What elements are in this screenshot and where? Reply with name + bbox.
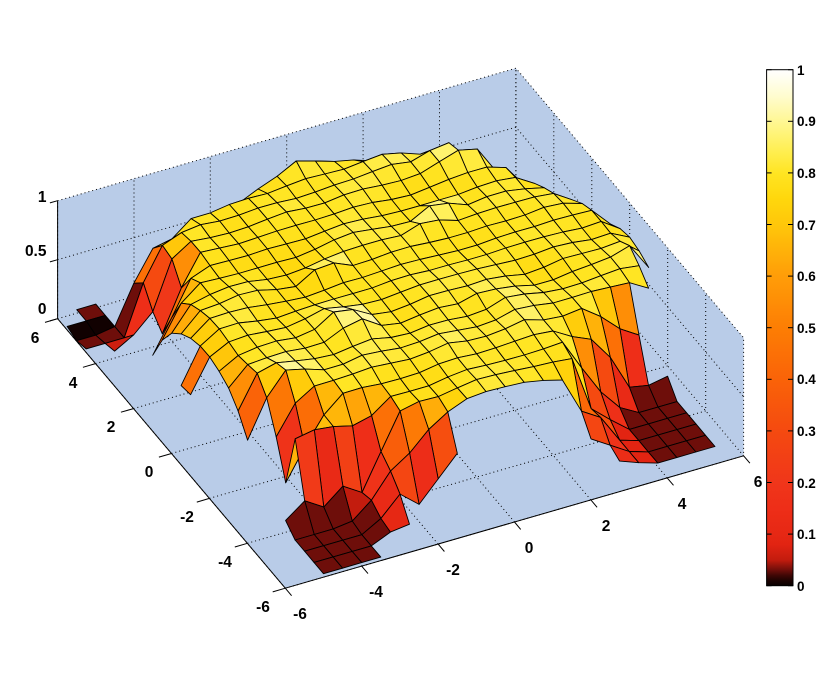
svg-text:1: 1	[38, 189, 47, 206]
svg-text:-2: -2	[446, 562, 460, 579]
svg-text:0.5: 0.5	[25, 243, 47, 260]
svg-text:0.7: 0.7	[797, 218, 816, 233]
svg-text:2: 2	[602, 518, 611, 535]
svg-text:6: 6	[31, 330, 40, 347]
svg-text:-4: -4	[369, 584, 383, 601]
svg-text:4: 4	[678, 496, 687, 513]
svg-text:0: 0	[38, 301, 47, 318]
svg-text:0.2: 0.2	[797, 476, 816, 491]
svg-text:-2: -2	[180, 509, 194, 526]
svg-text:4: 4	[69, 375, 78, 392]
svg-text:2: 2	[107, 419, 116, 436]
svg-text:0.6: 0.6	[797, 269, 816, 284]
svg-text:0.1: 0.1	[797, 527, 816, 542]
svg-text:1: 1	[797, 63, 805, 78]
svg-text:-4: -4	[218, 554, 232, 571]
svg-text:0.9: 0.9	[797, 114, 816, 129]
svg-text:-6: -6	[293, 606, 307, 623]
svg-text:6: 6	[754, 474, 763, 491]
svg-text:0.4: 0.4	[797, 372, 816, 387]
svg-text:0.8: 0.8	[797, 166, 816, 181]
svg-text:0: 0	[145, 464, 154, 481]
svg-text:0.3: 0.3	[797, 424, 816, 439]
svg-text:0.5: 0.5	[797, 321, 816, 336]
svg-text:-6: -6	[256, 599, 270, 616]
svg-text:0: 0	[797, 579, 805, 594]
svg-text:0: 0	[525, 540, 534, 557]
